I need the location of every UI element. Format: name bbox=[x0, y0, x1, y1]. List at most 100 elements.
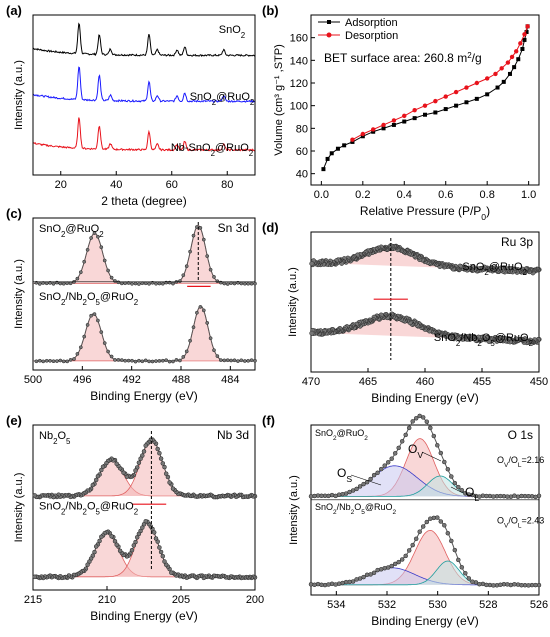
x-tick-label: 20 bbox=[55, 179, 67, 191]
desorption-line bbox=[352, 26, 529, 141]
adsorption-point bbox=[520, 47, 525, 51]
data-point bbox=[459, 565, 465, 570]
adsorption-point bbox=[391, 122, 396, 127]
data-point bbox=[37, 282, 42, 286]
data-point bbox=[417, 413, 422, 419]
data-point bbox=[222, 281, 227, 286]
data-point bbox=[385, 460, 391, 465]
data-point bbox=[378, 466, 384, 472]
data-point bbox=[137, 282, 141, 286]
desorption-point bbox=[453, 89, 459, 95]
legend-adsorption-marker bbox=[327, 20, 331, 24]
adsorption-point bbox=[474, 96, 479, 101]
peak-label-ol: OL bbox=[465, 485, 479, 503]
y-tick-label: 100 bbox=[290, 101, 308, 113]
data-point bbox=[396, 559, 401, 565]
data-point bbox=[333, 493, 338, 499]
data-point bbox=[236, 359, 240, 363]
data-point bbox=[403, 553, 408, 559]
spectrum-label: SnO2@RuO2 bbox=[39, 223, 104, 239]
data-point bbox=[143, 281, 148, 286]
x-tick-label: 0.8 bbox=[480, 189, 495, 201]
panel-b-frame bbox=[310, 14, 540, 186]
x-tick-label: 492 bbox=[122, 374, 140, 386]
data-point bbox=[249, 281, 254, 286]
data-point bbox=[225, 282, 230, 286]
data-point bbox=[96, 234, 100, 239]
data-point bbox=[309, 261, 315, 267]
y-tick-label: 160 bbox=[290, 33, 308, 45]
data-point bbox=[449, 474, 454, 479]
spectrum-label: Nb2O5 bbox=[39, 430, 71, 446]
xrd-line-black bbox=[33, 22, 256, 58]
data-point bbox=[392, 451, 398, 456]
adsorption-point bbox=[342, 143, 347, 148]
data-point bbox=[413, 416, 419, 421]
data-point bbox=[143, 358, 148, 363]
data-point bbox=[222, 358, 227, 363]
peak-component bbox=[33, 305, 255, 362]
x-tick-label: 215 bbox=[24, 594, 42, 606]
panel-title: Ru 3p bbox=[501, 235, 533, 249]
x-tick-label: 210 bbox=[98, 594, 116, 606]
data-point bbox=[158, 549, 164, 555]
data-point bbox=[246, 358, 251, 363]
data-point bbox=[403, 432, 408, 438]
data-point bbox=[191, 325, 196, 330]
data-point bbox=[114, 542, 119, 547]
data-point bbox=[378, 567, 384, 572]
data-point bbox=[174, 358, 179, 362]
data-point bbox=[32, 493, 37, 498]
data-point bbox=[89, 236, 93, 240]
x-axis-label: 2 theta (degree) bbox=[101, 194, 186, 208]
desorption-point bbox=[360, 131, 366, 137]
desorption-point bbox=[402, 113, 407, 119]
data-point bbox=[106, 349, 110, 354]
data-point bbox=[184, 264, 189, 269]
desorption-point bbox=[443, 94, 448, 99]
data-point bbox=[92, 231, 97, 235]
desorption-point bbox=[499, 66, 504, 71]
data-point bbox=[456, 484, 461, 490]
data-point bbox=[37, 358, 42, 363]
data-point bbox=[208, 336, 213, 341]
data-point bbox=[55, 280, 59, 285]
data-point bbox=[178, 279, 182, 283]
peak-fill bbox=[311, 567, 539, 585]
data-point bbox=[198, 226, 203, 230]
data-point bbox=[452, 480, 458, 486]
xrd-line-red bbox=[33, 117, 256, 152]
peak-component bbox=[33, 232, 255, 284]
data-point bbox=[44, 358, 49, 363]
data-point bbox=[116, 280, 121, 285]
adsorption-point bbox=[335, 146, 340, 151]
data-point bbox=[420, 524, 426, 529]
data-point bbox=[112, 538, 118, 544]
adsorption-point bbox=[464, 100, 469, 105]
adsorption-point bbox=[433, 110, 438, 115]
data-point bbox=[93, 477, 99, 483]
data-point bbox=[445, 466, 451, 472]
x-tick-label: 40 bbox=[110, 179, 122, 191]
spectrum-label: SnO2/Nb2O5@RuO2 bbox=[434, 332, 533, 348]
data-point bbox=[92, 312, 97, 316]
peak-fill bbox=[311, 465, 539, 497]
x-tick-label: 0.2 bbox=[355, 189, 370, 201]
series-label: SnO2 bbox=[219, 24, 245, 40]
data-point bbox=[102, 341, 107, 345]
data-point bbox=[85, 323, 90, 327]
data-point bbox=[442, 459, 447, 465]
data-point bbox=[406, 425, 412, 431]
data-point bbox=[428, 425, 433, 431]
data-point bbox=[424, 519, 430, 525]
adsorption-point bbox=[371, 129, 376, 134]
desorption-point bbox=[350, 137, 355, 142]
series-label: Nb-SnO2@RuO2 bbox=[171, 142, 253, 158]
data-point bbox=[55, 359, 59, 363]
data-point bbox=[133, 468, 138, 473]
data-point bbox=[392, 561, 398, 567]
data-point bbox=[150, 359, 155, 364]
peak-fill bbox=[33, 439, 255, 496]
x-tick-label: 455 bbox=[473, 376, 491, 388]
x-tick-label: 470 bbox=[302, 376, 320, 388]
